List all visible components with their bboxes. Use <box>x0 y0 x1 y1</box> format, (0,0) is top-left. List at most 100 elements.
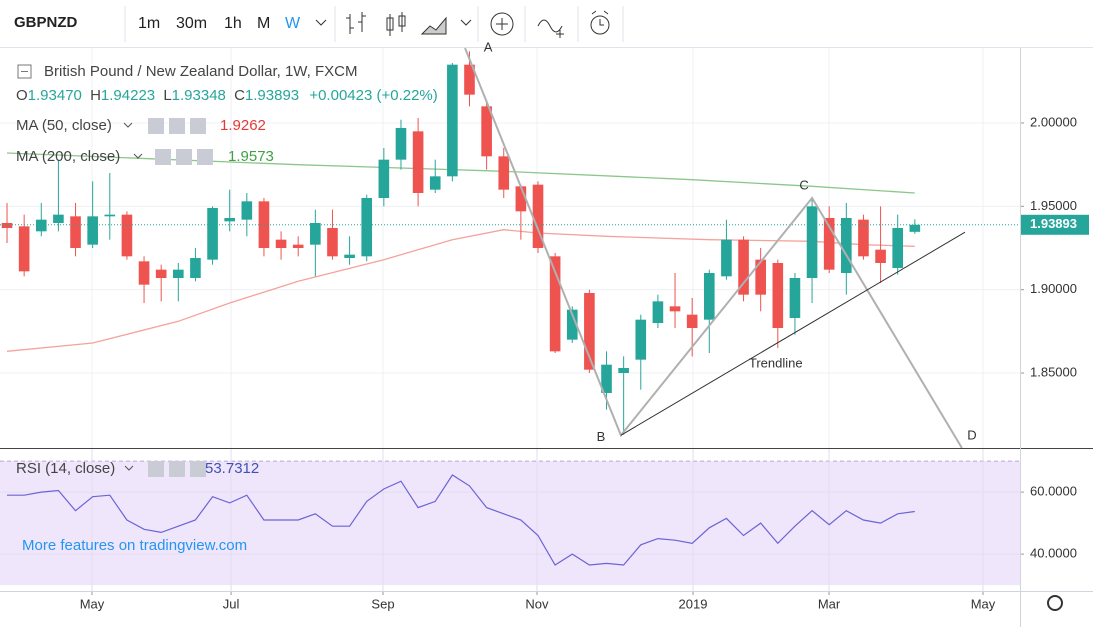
candle-body <box>121 214 133 257</box>
indicators-icon[interactable] <box>490 12 514 36</box>
toolbar: GBPNZD 1m 30m 1h M W <box>0 6 1093 48</box>
remove-button[interactable] <box>190 461 206 477</box>
alert-icon[interactable] <box>590 15 610 35</box>
eye-button[interactable] <box>155 149 171 165</box>
candle-body <box>721 239 732 277</box>
alert-icon <box>591 10 609 26</box>
pattern-label: A <box>484 39 493 54</box>
candle-body <box>395 128 407 160</box>
interval[interactable]: 1m <box>138 15 160 32</box>
interval[interactable]: M <box>257 15 270 32</box>
candle-body <box>875 249 886 263</box>
last-price-label: 1.93893 <box>1030 216 1077 231</box>
y-tick-label: 1.85000 <box>1030 364 1077 379</box>
ohlc-value: 1.94223 <box>101 87 155 104</box>
chevron[interactable] <box>124 465 134 471</box>
settings-button[interactable] <box>169 461 185 477</box>
legend: British Pound / New Zealand Dollar, 1W, … <box>16 63 438 554</box>
candle-body <box>172 269 184 278</box>
candle-body <box>464 64 475 95</box>
y-tick-label: 1.95000 <box>1030 198 1077 213</box>
candle-body <box>241 201 253 220</box>
y-tick-label: 2.00000 <box>1030 114 1077 129</box>
legend-buttons <box>148 461 206 477</box>
candle-body <box>412 131 424 193</box>
pattern-label: B <box>597 429 606 444</box>
candle-body <box>669 306 681 312</box>
legend-buttons <box>148 118 206 134</box>
ohlc-legend: O1.93470 H1.94223 L1.93348 C1.93893 +0.0… <box>16 87 438 104</box>
candle-body <box>275 239 287 248</box>
candle-body <box>618 368 629 373</box>
candle-body <box>18 226 30 272</box>
candle-body <box>806 206 818 278</box>
candle-body <box>447 64 458 177</box>
interval[interactable]: 1h <box>224 15 242 32</box>
chevron[interactable] <box>315 19 327 26</box>
candle-body <box>190 258 201 278</box>
candle-body <box>310 223 321 245</box>
settings-icon[interactable] <box>1047 595 1063 611</box>
candle-body <box>292 244 304 248</box>
candle-body <box>35 219 47 232</box>
chevron[interactable] <box>460 19 472 26</box>
candle-body <box>909 224 921 232</box>
ma-legend: MA (50, close) <box>16 117 112 134</box>
eye-button[interactable] <box>148 461 164 477</box>
ohlc-value: 1.93893 <box>245 87 299 104</box>
candle-body <box>70 216 81 248</box>
settings-button[interactable] <box>169 118 185 134</box>
moving-average <box>6 229 915 352</box>
indicators-icon <box>496 18 508 30</box>
bars-icon[interactable] <box>346 12 366 34</box>
candle-body <box>823 218 835 270</box>
ohlc-name: H <box>90 87 101 104</box>
rsi-legend: RSI (14, close) <box>16 460 115 477</box>
collapse-icon[interactable] <box>17 64 32 79</box>
eye-button[interactable] <box>148 118 164 134</box>
interval[interactable]: W <box>285 15 301 32</box>
candle-body <box>686 314 698 328</box>
watermark[interactable]: More features on tradingview.com <box>22 537 247 554</box>
rsi-line <box>7 474 915 566</box>
candle-body <box>104 214 116 217</box>
candle-body <box>892 228 904 268</box>
pattern-label: D <box>967 427 976 442</box>
candle-body <box>584 293 595 370</box>
area-icon[interactable] <box>420 16 447 35</box>
candle-body <box>378 159 390 198</box>
pattern-line <box>464 47 963 449</box>
x-tick-label: May <box>971 596 996 611</box>
compare-icon[interactable] <box>537 19 564 38</box>
candle-body <box>772 263 784 328</box>
ohlc-value: 1.93470 <box>28 87 82 104</box>
candle-body <box>703 273 715 320</box>
rsi-value: 53.7312 <box>205 460 259 477</box>
settings-button[interactable] <box>176 149 192 165</box>
remove-button[interactable] <box>190 118 206 134</box>
candle-body <box>515 186 527 212</box>
candle-body <box>532 184 544 248</box>
moving-average <box>6 152 915 194</box>
plot-layer: May Jul Sep Nov 2019 Mar May 2.00000 1.95000 1.90… <box>0 39 1093 627</box>
trendline-label: Trendline <box>749 355 803 370</box>
interval[interactable]: 30m <box>176 15 207 32</box>
candles-icon[interactable] <box>386 12 406 36</box>
symbol[interactable]: GBPNZD <box>14 14 78 31</box>
ma-value: 1.9573 <box>228 148 274 165</box>
remove-button[interactable] <box>197 149 213 165</box>
chevron[interactable] <box>123 122 133 128</box>
candle-body <box>1 223 13 228</box>
y-tick-label: 60.0000 <box>1030 484 1077 499</box>
candle-body <box>258 201 270 248</box>
x-tick-label: May <box>80 596 105 611</box>
chevron[interactable] <box>133 153 143 159</box>
candle-body <box>429 176 441 190</box>
x-tick-label: Sep <box>371 596 394 611</box>
candle-body <box>789 278 801 318</box>
candle-body <box>344 254 355 258</box>
ohlc-name: C <box>234 87 245 104</box>
candle-body <box>652 301 664 323</box>
candle-body <box>566 309 578 340</box>
